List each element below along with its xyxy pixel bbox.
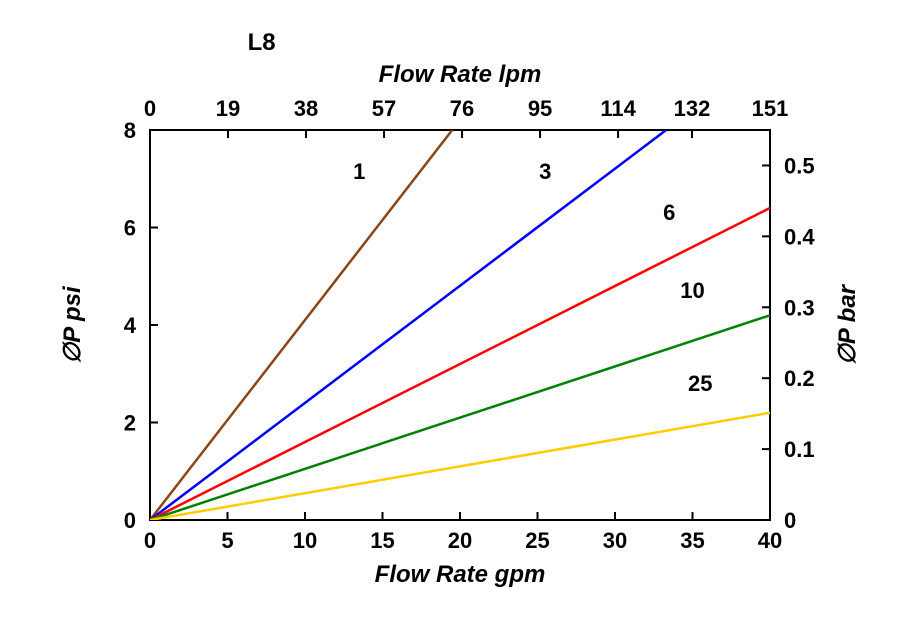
y-right-tick-label: 0.3 xyxy=(784,295,815,320)
x-top-axis-label: Flow Rate lpm xyxy=(379,61,542,88)
y-left-tick-label: 4 xyxy=(124,313,137,338)
x-top-tick-label: 38 xyxy=(294,96,318,121)
x-bottom-tick-label: 40 xyxy=(758,528,782,553)
chart-container: 0510152025303540Flow Rate gpm01938577695… xyxy=(0,0,900,644)
series-label-25: 25 xyxy=(688,371,712,396)
x-bottom-tick-label: 5 xyxy=(221,528,233,553)
series-label-6: 6 xyxy=(663,200,675,225)
y-left-axis-label: ∅P psi xyxy=(59,285,86,364)
x-bottom-tick-label: 15 xyxy=(370,528,394,553)
x-top-tick-label: 76 xyxy=(450,96,474,121)
x-top-tick-label: 151 xyxy=(752,96,789,121)
x-bottom-tick-label: 30 xyxy=(603,528,627,553)
y-right-tick-label: 0 xyxy=(784,508,796,533)
series-label-3: 3 xyxy=(539,159,551,184)
y-right-axis-label: ∅P bar xyxy=(834,283,861,365)
x-bottom-tick-label: 0 xyxy=(144,528,156,553)
x-bottom-axis-label: Flow Rate gpm xyxy=(375,561,546,588)
x-top-tick-label: 57 xyxy=(372,96,396,121)
y-right-tick-label: 0.1 xyxy=(784,437,815,462)
y-left-tick-label: 2 xyxy=(124,411,136,436)
x-top-tick-label: 95 xyxy=(528,96,552,121)
series-label-10: 10 xyxy=(680,278,704,303)
x-top-tick-label: 132 xyxy=(674,96,711,121)
y-right-tick-label: 0.5 xyxy=(784,153,815,178)
chart-title: L8 xyxy=(248,29,276,56)
x-bottom-tick-label: 35 xyxy=(680,528,704,553)
x-top-tick-label: 114 xyxy=(600,96,636,121)
x-bottom-tick-label: 10 xyxy=(293,528,317,553)
x-bottom-tick-label: 20 xyxy=(448,528,472,553)
y-left-tick-label: 6 xyxy=(124,216,136,241)
y-right-tick-label: 0.2 xyxy=(784,366,815,391)
y-right-tick-label: 0.4 xyxy=(784,224,815,249)
y-left-tick-label: 0 xyxy=(124,508,136,533)
x-top-tick-label: 19 xyxy=(216,96,240,121)
x-top-tick-label: 0 xyxy=(144,96,156,121)
series-label-1: 1 xyxy=(353,159,365,184)
x-bottom-tick-label: 25 xyxy=(525,528,549,553)
chart-svg: 0510152025303540Flow Rate gpm01938577695… xyxy=(0,0,900,644)
y-left-tick-label: 8 xyxy=(124,118,136,143)
